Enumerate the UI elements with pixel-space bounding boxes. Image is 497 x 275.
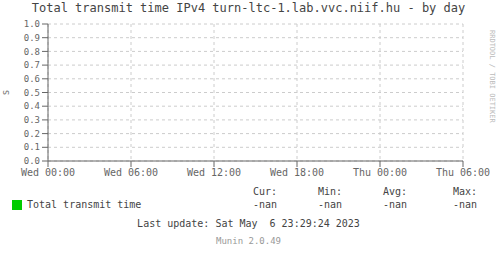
svg-text:0.2: 0.2 [24, 129, 40, 139]
html-text:Total transmit time IPv4 turn-: Total transmit time IPv4 turn-ltc-1.lab.… [31, 1, 466, 15]
svg-text:0.9: 0.9 [24, 33, 40, 43]
svg-text:0.5: 0.5 [24, 88, 40, 98]
html-text:-nan: -nan [452, 199, 477, 210]
html-text:Cur:: Cur: [252, 186, 277, 197]
svg-text:Wed 00:00: Wed 00:00 [21, 167, 75, 178]
svg-text:Wed 12:00: Wed 12:00 [187, 167, 241, 178]
html-text:-nan: -nan [317, 199, 342, 210]
svg-text:1.0: 1.0 [24, 19, 40, 29]
svg-text:0.4: 0.4 [24, 101, 40, 111]
html-text:-nan: -nan [382, 199, 407, 210]
svg-text:Thu 00:00: Thu 00:00 [353, 167, 407, 178]
html-text:-nan: -nan [252, 199, 277, 210]
html-text:Min:: Min: [317, 186, 342, 197]
svg-text:0.3: 0.3 [24, 115, 40, 125]
html-text:Avg:: Avg: [382, 186, 407, 197]
svg-text:Wed 18:00: Wed 18:00 [270, 167, 324, 178]
html-text:RRDTOOL / TOBI OETIKER: RRDTOOL / TOBI OETIKER [488, 30, 496, 123]
svg-text:Thu 06:00: Thu 06:00 [436, 167, 489, 178]
svg-text:0.7: 0.7 [24, 60, 40, 70]
html-text:Total transmit time: Total transmit time [27, 199, 142, 210]
html-text:Max:: Max: [452, 186, 477, 197]
svg-text:0.8: 0.8 [24, 47, 40, 57]
svg-text:0.1: 0.1 [24, 142, 40, 152]
html-text:Munin 2.0.49: Munin 2.0.49 [216, 236, 281, 246]
html-text:Last update: Sat May 6 23:29:2: Last update: Sat May 6 23:29:24 2023 [137, 218, 360, 229]
svg-text:0.0: 0.0 [24, 156, 40, 166]
svg-text:s: s [8, 89, 11, 95]
svg-text:Wed 06:00: Wed 06:00 [104, 167, 158, 178]
svg-text:0.6: 0.6 [24, 74, 40, 84]
